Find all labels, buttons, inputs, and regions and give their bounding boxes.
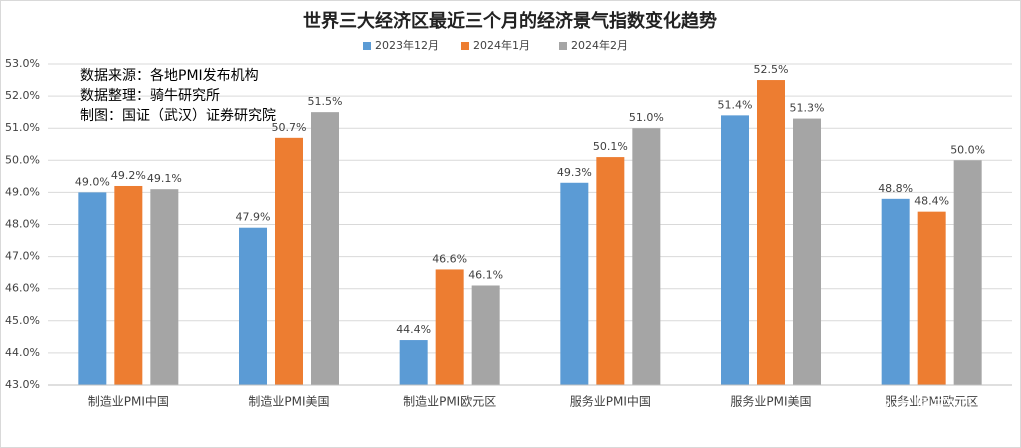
legend-swatch (363, 42, 371, 50)
y-tick-label: 49.0% (5, 185, 40, 198)
x-tick-label: 服务业PMI美国 (730, 394, 811, 409)
bar (953, 160, 982, 385)
bar (757, 80, 785, 386)
y-tick-label: 47.0% (5, 250, 40, 263)
legend-label: 2024年1月 (473, 38, 530, 52)
x-tick-label: 制造业PMI中国 (88, 394, 169, 409)
y-tick-label: 48.0% (5, 218, 40, 231)
bar (399, 340, 428, 385)
value-label: 52.5% (754, 63, 789, 76)
bar (793, 118, 821, 385)
bar (311, 112, 339, 386)
y-tick-label: 43.0% (5, 378, 40, 391)
annotation: 制图：国证（武汉）证券研究院 (80, 108, 276, 124)
annotation: 数据来源：各地PMI发布机构 (80, 68, 259, 84)
value-label: 49.3% (557, 166, 592, 179)
value-label: 50.7% (272, 121, 307, 134)
value-label: 44.4% (396, 323, 431, 336)
y-tick-label: 52.0% (5, 89, 40, 102)
bar (471, 285, 500, 385)
value-label: 51.4% (718, 98, 753, 111)
value-label: 48.4% (914, 195, 949, 208)
value-label: 49.2% (111, 169, 146, 182)
annotation: 数据整理：骑牛研究所 (80, 88, 220, 104)
y-tick-label: 51.0% (5, 121, 40, 134)
bar (150, 189, 179, 385)
legend-swatch (461, 42, 469, 50)
bar (78, 192, 107, 385)
bar (721, 115, 749, 386)
bar (114, 185, 143, 385)
bar (632, 128, 661, 385)
value-label: 51.5% (308, 95, 343, 108)
value-label: 46.6% (432, 252, 467, 265)
bar (239, 227, 267, 385)
value-label: 50.1% (593, 140, 628, 153)
x-tick-label: 服务业PMI欧元区 (885, 394, 978, 409)
value-label: 50.0% (950, 143, 985, 156)
value-label: 48.8% (878, 182, 913, 195)
legend-swatch (559, 42, 567, 50)
y-tick-label: 45.0% (5, 314, 40, 327)
y-tick-label: 46.0% (5, 282, 40, 295)
y-tick-label: 44.0% (5, 346, 40, 359)
x-tick-label: 服务业PMI中国 (570, 394, 651, 409)
x-tick-label: 制造业PMI欧元区 (403, 395, 496, 409)
value-label: 46.1% (468, 268, 503, 281)
watermark: 知乎 @大星宏观 (827, 395, 973, 419)
legend-label: 2024年2月 (571, 38, 628, 52)
legend-label: 2023年12月 (375, 38, 439, 52)
value-label: 47.9% (236, 211, 271, 224)
bar (435, 269, 464, 385)
bar (560, 182, 589, 385)
bar (917, 211, 946, 385)
y-tick-label: 50.0% (5, 153, 40, 166)
bar (881, 198, 910, 385)
value-label: 49.1% (147, 172, 182, 185)
x-tick-label: 制造业PMI美国 (248, 395, 329, 409)
value-label: 51.0% (629, 111, 664, 124)
value-label: 49.0% (75, 175, 110, 188)
bar (275, 137, 303, 385)
chart-title: 世界三大经济区最近三个月的经济景气指数变化趋势 (303, 10, 717, 32)
value-label: 51.3% (790, 102, 825, 115)
bar (596, 157, 625, 385)
y-tick-label: 53.0% (5, 57, 40, 70)
